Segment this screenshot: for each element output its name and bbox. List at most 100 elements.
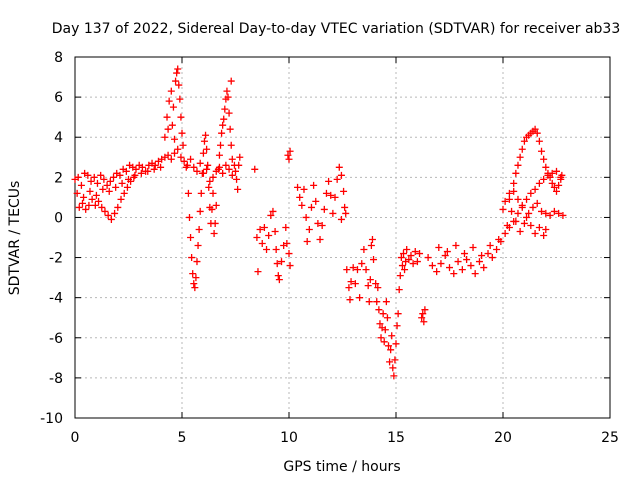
data-point [542, 225, 550, 233]
data-point [90, 173, 98, 181]
data-point [527, 189, 535, 197]
data-point [164, 125, 172, 133]
x-tick-label: 15 [387, 430, 405, 446]
data-point [505, 195, 513, 203]
data-point [118, 179, 126, 187]
data-point [535, 179, 543, 187]
data-point [446, 264, 453, 272]
data-point [540, 175, 548, 183]
data-point [202, 131, 210, 139]
data-point [219, 169, 227, 177]
data-point [533, 129, 541, 137]
data-point [550, 207, 558, 215]
data-point [176, 95, 184, 103]
data-point [196, 207, 204, 215]
y-tick-label: -8 [49, 371, 63, 387]
data-point [225, 109, 233, 117]
data-point [475, 258, 483, 266]
data-point [273, 260, 281, 268]
data-point [331, 193, 339, 201]
data-point [200, 137, 208, 145]
data-point [236, 153, 244, 161]
x-axis-label: GPS time / hours [283, 459, 400, 475]
data-point [209, 189, 217, 197]
data-point [269, 207, 277, 215]
y-tick-label: 4 [54, 130, 63, 146]
data-point [364, 282, 372, 290]
data-point [345, 284, 353, 292]
data-point [347, 278, 355, 286]
data-point [366, 276, 374, 284]
data-point [271, 227, 279, 235]
data-point [192, 274, 200, 282]
data-point [214, 165, 222, 173]
data-point [168, 121, 176, 129]
data-point [82, 205, 90, 213]
data-point [372, 280, 380, 288]
data-point [559, 211, 567, 219]
data-point [285, 155, 293, 163]
data-point [98, 203, 106, 211]
data-point [91, 201, 99, 209]
data-point [232, 167, 239, 175]
data-point [399, 250, 407, 258]
y-axis-label: SDTVAR / TECUs [7, 181, 23, 296]
data-point [110, 173, 118, 181]
x-tick-label: 25 [601, 430, 619, 446]
data-point [467, 262, 475, 270]
data-point [164, 151, 172, 159]
data-point [78, 199, 86, 207]
data-point [169, 103, 177, 111]
data-point [86, 187, 94, 195]
data-point [223, 87, 231, 95]
data-point [172, 77, 180, 85]
data-point [114, 203, 122, 211]
data-point [495, 236, 503, 244]
data-point [542, 163, 550, 171]
data-point [375, 306, 383, 314]
data-point [106, 177, 114, 185]
data-point [555, 209, 563, 217]
data-point [535, 223, 543, 231]
data-point [420, 318, 428, 326]
data-point [525, 209, 533, 217]
data-point [222, 161, 230, 169]
data-point [171, 149, 179, 157]
data-point [544, 169, 552, 177]
data-point [428, 262, 436, 270]
data-point [210, 229, 218, 237]
data-point [424, 254, 432, 262]
x-tick-label: 20 [494, 430, 512, 446]
data-point [514, 209, 522, 217]
data-point [101, 207, 109, 215]
data-point [520, 219, 528, 227]
data-point [178, 129, 186, 137]
data-point [267, 211, 275, 219]
data-point [187, 234, 195, 241]
data-point [512, 169, 520, 177]
data-point [349, 264, 357, 272]
data-point [376, 320, 384, 328]
data-point [165, 97, 173, 105]
data-point [452, 242, 460, 250]
data-point [510, 179, 518, 187]
data-point [103, 181, 111, 189]
data-point [190, 163, 198, 171]
data-point [527, 221, 535, 229]
data-point [312, 197, 320, 205]
data-point [546, 173, 554, 181]
data-point [533, 199, 541, 207]
data-point [122, 167, 130, 175]
data-point [95, 197, 103, 205]
data-point [251, 165, 259, 173]
data-point [463, 256, 471, 264]
data-point [337, 171, 345, 179]
data-point [185, 213, 193, 221]
data-point [218, 129, 226, 137]
data-point [87, 177, 95, 185]
data-point [392, 340, 400, 348]
data-point [107, 215, 115, 223]
data-point [193, 258, 201, 266]
data-point [388, 332, 396, 340]
data-point [314, 219, 322, 227]
